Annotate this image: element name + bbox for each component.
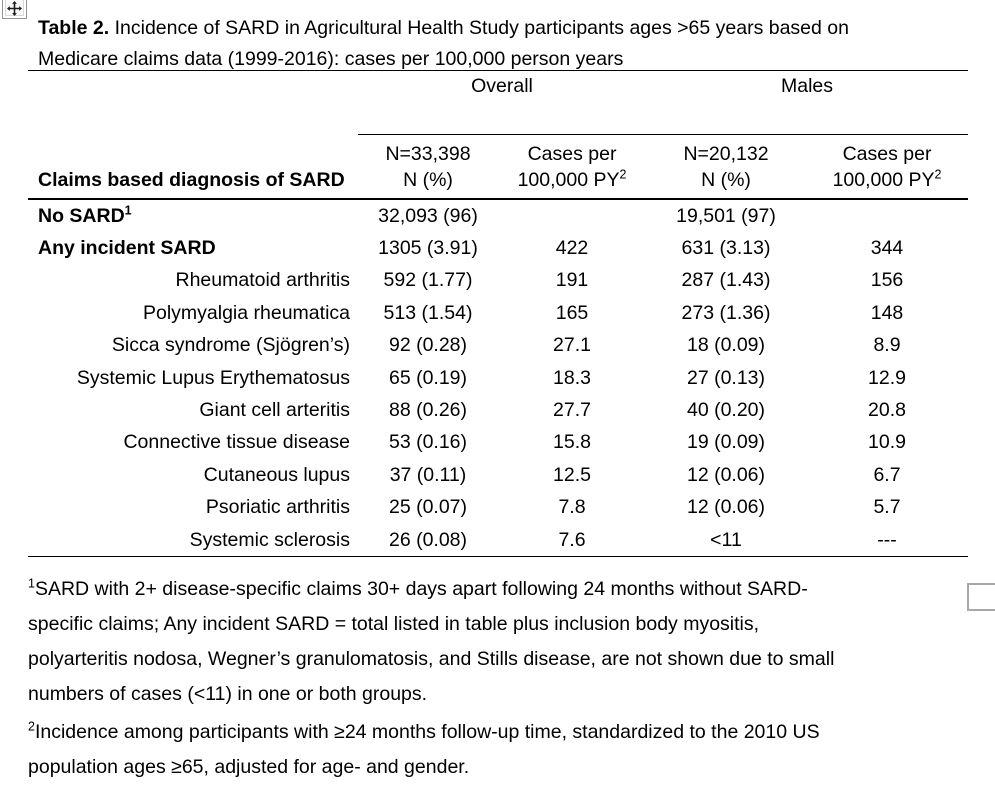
cell-males-rate: 156	[870, 269, 904, 292]
cell-males-n: 40 (0.20)	[686, 399, 766, 422]
column-header-overall-n: N=33,398 N (%)	[358, 134, 498, 200]
cell-overall-n: 592 (1.77)	[383, 269, 473, 292]
row-polymyalgia-rheumatica: Polymyalgia rheumatica 513 (1.54) 165 27…	[28, 297, 968, 329]
row-label: Cutaneous lupus	[203, 463, 350, 486]
cell-overall-rate: 15.8	[553, 431, 591, 454]
row-label: Giant cell arteritis	[199, 399, 350, 422]
footnote-2-marker: 2	[28, 719, 35, 734]
footnote-1-text: SARD with 2+ disease-specific claims 30+…	[28, 578, 835, 705]
cell-overall-rate: 191	[555, 269, 589, 292]
row-connective-tissue-disease: Connective tissue disease 53 (0.16) 15.8…	[28, 427, 968, 459]
cell-males-n: 631 (3.13)	[681, 237, 771, 260]
table-move-handle[interactable]	[2, 0, 27, 19]
cell-overall-rate: 27.1	[553, 334, 591, 357]
row-label: Polymyalgia rheumatica	[142, 301, 350, 324]
footnote-2: 2Incidence among participants with ≥24 m…	[28, 715, 860, 785]
footnote-1: 1SARD with 2+ disease-specific claims 30…	[28, 572, 860, 712]
cell-males-n: 12 (0.06)	[686, 463, 766, 486]
cell-overall-rate: 165	[555, 301, 589, 324]
move-cross-icon	[7, 1, 22, 16]
cell-males-rate: ---	[806, 523, 968, 558]
cell-males-rate: 5.7	[873, 496, 901, 519]
column-header-diagnosis: Claims based diagnosis of SARD	[28, 134, 358, 200]
row-label: Systemic sclerosis	[28, 523, 358, 558]
cell-males-n: 19,501 (97)	[676, 204, 776, 227]
group-header-spacer	[28, 71, 358, 135]
cell-males-rate: 6.7	[873, 463, 901, 486]
row-label: No SARD1	[38, 203, 132, 227]
row-rheumatoid-arthritis: Rheumatoid arthritis 592 (1.77) 191 287 …	[28, 265, 968, 297]
cell-males-n: 18 (0.09)	[686, 334, 766, 357]
cell-overall-n: 1305 (3.91)	[378, 237, 478, 260]
cell-males-n: 12 (0.06)	[686, 496, 766, 519]
row-giant-cell-arteritis: Giant cell arteritis 88 (0.26) 27.7 40 (…	[28, 394, 968, 426]
sard-incidence-table: Overall Males Claims based diagnosis of …	[28, 70, 968, 558]
cell-overall-n: 37 (0.11)	[389, 463, 467, 486]
cell-males-rate: 148	[870, 301, 904, 324]
footnote-2-text: Incidence among participants with ≥24 mo…	[28, 721, 820, 778]
cell-males-n: 287 (1.43)	[681, 269, 771, 292]
cell-males-rate: 12.9	[868, 366, 906, 389]
cell-overall-n: 88 (0.26)	[388, 399, 468, 422]
column-header-overall-rate: Cases per 100,000 PY2	[498, 134, 646, 200]
cell-overall-rate: 27.7	[553, 399, 591, 422]
row-label: Any incident SARD	[38, 237, 216, 260]
cell-overall-n: 32,093 (96)	[378, 204, 478, 227]
column-header-row: Claims based diagnosis of SARD N=33,398 N…	[28, 134, 968, 200]
cell-males-rate: 8.9	[873, 334, 901, 357]
superscript-2: 2	[934, 167, 942, 182]
row-systemic-lupus-erythematosus: Systemic Lupus Erythematosus 65 (0.19) 1…	[28, 362, 968, 394]
cell-overall-n: 53 (0.16)	[388, 431, 468, 454]
footnote-1-marker: 1	[28, 576, 35, 591]
cell-males-n: 19 (0.09)	[686, 431, 766, 454]
cell-overall-n: 26 (0.08)	[358, 523, 498, 558]
group-header-overall: Overall	[358, 70, 646, 135]
group-header-row: Overall Males	[28, 70, 968, 135]
cell-overall-n: 92 (0.28)	[388, 334, 468, 357]
row-label: Systemic Lupus Erythematosus	[76, 366, 350, 389]
cell-overall-rate: 7.8	[558, 496, 586, 519]
comment-anchor-box[interactable]	[967, 583, 995, 611]
row-no-sard: No SARD1 32,093 (96) 19,501 (97)	[28, 199, 968, 232]
cell-males-rate: 344	[870, 237, 904, 260]
cell-males-n: 27 (0.13)	[686, 366, 766, 389]
table-caption-number: Table 2.	[38, 17, 110, 39]
column-header-males-n: N=20,132 N (%)	[646, 134, 806, 200]
cell-males-rate: 10.9	[868, 431, 906, 454]
cell-males-n: <11	[646, 523, 806, 558]
row-systemic-sclerosis: Systemic sclerosis 26 (0.08) 7.6 <11 ---	[28, 523, 968, 558]
row-label: Rheumatoid arthritis	[175, 269, 351, 292]
row-label: Connective tissue disease	[123, 431, 350, 454]
cell-overall-n: 65 (0.19)	[388, 366, 468, 389]
row-psoriatic-arthritis: Psoriatic arthritis 25 (0.07) 7.8 12 (0.…	[28, 492, 968, 524]
table-caption-text: Incidence of SARD in Agricultural Health…	[38, 17, 849, 70]
cell-overall-rate: 7.6	[498, 523, 646, 558]
row-label: Psoriatic arthritis	[205, 496, 350, 519]
superscript-2: 2	[619, 167, 627, 182]
cell-males-rate: 20.8	[868, 399, 906, 422]
cell-overall-n: 25 (0.07)	[388, 496, 468, 519]
row-cutaneous-lupus: Cutaneous lupus 37 (0.11) 12.5 12 (0.06)…	[28, 459, 968, 491]
row-sicca-syndrome: Sicca syndrome (Sjögren’s) 92 (0.28) 27.…	[28, 330, 968, 362]
superscript-1: 1	[124, 203, 132, 218]
row-label: Sicca syndrome (Sjögren’s)	[111, 334, 350, 357]
cell-overall-n: 513 (1.54)	[383, 301, 473, 324]
cell-overall-rate: 18.3	[553, 366, 591, 389]
cell-overall-rate: 12.5	[553, 463, 591, 486]
group-header-males: Males	[646, 70, 968, 135]
table-caption: Table 2. Incidence of SARD in Agricultur…	[38, 13, 922, 75]
cell-males-n: 273 (1.36)	[681, 301, 771, 324]
cell-overall-rate	[498, 199, 646, 232]
cell-overall-rate: 422	[555, 237, 589, 260]
cell-males-rate	[806, 199, 968, 232]
row-any-incident-sard: Any incident SARD 1305 (3.91) 422 631 (3…	[28, 232, 968, 264]
column-header-males-rate: Cases per 100,000 PY2	[806, 134, 968, 200]
